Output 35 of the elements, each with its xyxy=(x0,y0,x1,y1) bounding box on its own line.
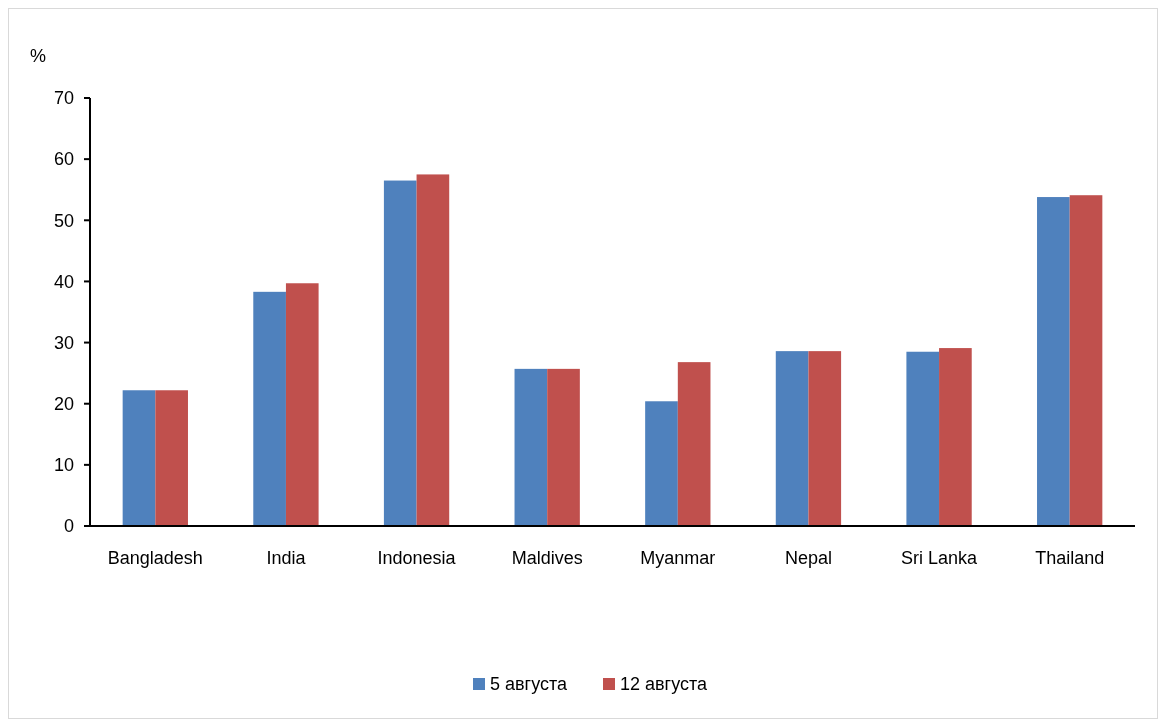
bar xyxy=(677,362,711,526)
x-tick-label: Myanmar xyxy=(640,548,716,568)
y-tick-label: 40 xyxy=(53,271,74,292)
x-tick-label: Indonesia xyxy=(377,548,457,568)
y-tick-label: 50 xyxy=(53,210,74,231)
bar xyxy=(122,390,156,526)
bar xyxy=(645,401,678,526)
x-tick-label: India xyxy=(266,548,307,568)
bar xyxy=(514,368,548,526)
bar xyxy=(383,180,417,526)
x-tick-label: Thailand xyxy=(1035,548,1105,568)
bar xyxy=(939,348,972,526)
bar xyxy=(1069,195,1103,526)
bar xyxy=(547,368,580,526)
bar xyxy=(1037,197,1070,526)
x-tick-label: Maldives xyxy=(511,548,583,568)
y-tick-label: 20 xyxy=(53,394,74,415)
x-tick-label: Nepal xyxy=(784,548,832,568)
x-tick-label: Bangladesh xyxy=(107,548,203,568)
y-tick-label: 70 xyxy=(53,88,74,109)
y-tick-label: 60 xyxy=(53,149,74,170)
bar xyxy=(906,351,940,526)
bar xyxy=(285,283,319,526)
y-tick-label: 10 xyxy=(53,455,74,476)
bar xyxy=(416,174,450,526)
bar xyxy=(775,351,809,526)
y-tick-label: 0 xyxy=(63,516,74,537)
bar xyxy=(155,390,188,526)
y-tick-label: 30 xyxy=(53,332,74,353)
legend-label: 5 августа xyxy=(490,674,568,694)
x-tick-label: Sri Lanka xyxy=(901,548,979,568)
bar xyxy=(253,291,286,526)
legend-label: 12 августа xyxy=(620,674,708,694)
y-axis-title: % xyxy=(30,46,47,66)
bar xyxy=(808,351,842,526)
